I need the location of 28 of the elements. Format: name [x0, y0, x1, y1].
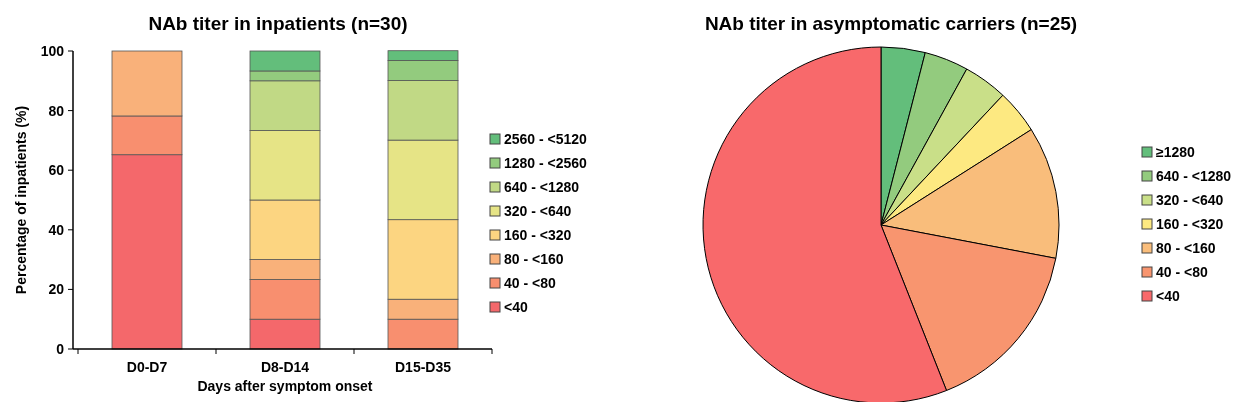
legend-label: 40 - <80 [1156, 264, 1208, 280]
legend-label: <40 [504, 299, 528, 315]
legend-label: 640 - <1280 [504, 179, 580, 195]
y-tick-label: 40 [48, 221, 65, 238]
y-tick-label: 100 [40, 43, 65, 59]
legend-label: ≥1280 [1156, 144, 1196, 160]
legend-label: 160 - <320 [1156, 216, 1224, 232]
y-tick-label: 60 [48, 162, 65, 179]
legend-label: 80 - <160 [1156, 240, 1216, 256]
x-tick-label: D0-D7 [126, 359, 168, 375]
legend-label: 40 - <80 [504, 275, 556, 291]
legend-label: <40 [1156, 288, 1180, 304]
y-tick-label: 0 [56, 341, 65, 357]
legend-label: 640 - <1280 [1156, 168, 1232, 184]
x-tick-label: D15-D35 [394, 359, 452, 375]
legend-label: 320 - <640 [504, 203, 572, 219]
legend-label: 1280 - <2560 [504, 155, 588, 171]
x-tick-label: D8-D14 [260, 359, 310, 375]
y-tick-label: 80 [48, 102, 65, 119]
chart-title: NAb titer in inpatients (n=30) [148, 13, 408, 34]
legend-label: 2560 - <5120 [504, 131, 588, 147]
legend-label: 320 - <640 [1156, 192, 1224, 208]
legend-label: 80 - <160 [504, 251, 564, 267]
legend-label: 160 - <320 [504, 227, 572, 243]
y-tick-label: 20 [48, 281, 65, 298]
x-axis-title: Days after symptom onset [197, 378, 373, 394]
y-axis-title: Percentage of inpatients (%) [13, 105, 29, 295]
chart-title: NAb titer in asymptomatic carriers (n=25) [704, 13, 1078, 34]
